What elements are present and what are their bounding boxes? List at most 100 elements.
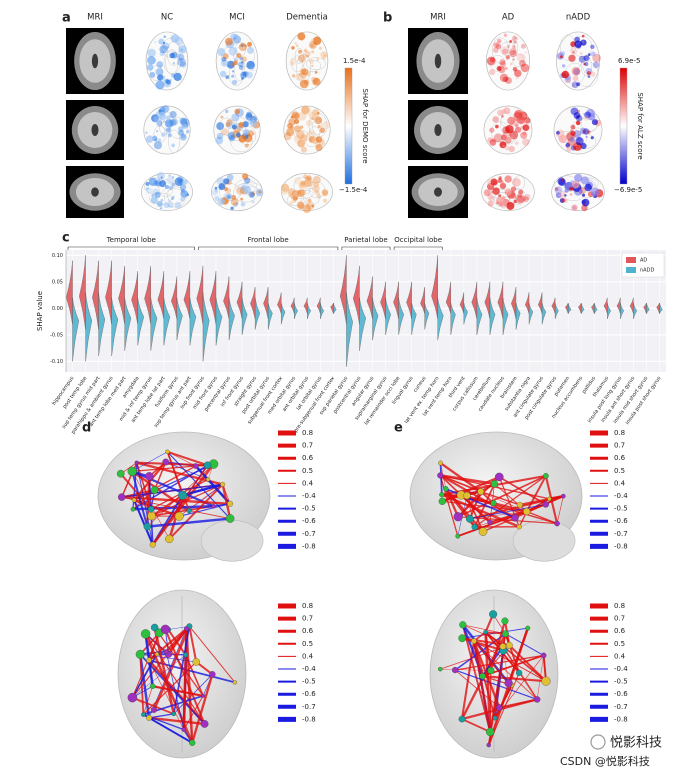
shap-blob (249, 120, 258, 128)
connection (498, 476, 547, 506)
shap-blob (250, 66, 255, 72)
shap-blob (246, 60, 255, 70)
shap-blob (501, 48, 509, 55)
violin-half (616, 297, 621, 314)
shap-blob (499, 61, 507, 68)
violin-half (144, 265, 151, 325)
shap-blob (582, 129, 586, 134)
connection (472, 640, 501, 708)
connection (188, 625, 236, 683)
violin-half (445, 281, 451, 314)
legend-value: 0.7 (302, 615, 313, 623)
shap-blob (233, 60, 238, 66)
node (201, 693, 206, 698)
shap-blob (238, 122, 245, 128)
shap-blob (304, 179, 312, 187)
violin-half (578, 302, 582, 314)
legend-value: 0.4 (302, 652, 314, 660)
shap-blob (557, 177, 566, 186)
shap-blob (512, 35, 517, 40)
violin-half (554, 303, 559, 320)
shap-blob (294, 125, 301, 133)
shap-blob (524, 51, 528, 54)
shap-blob (294, 177, 302, 185)
node (443, 486, 449, 492)
violin-half (250, 287, 256, 319)
shap-blob (145, 187, 153, 195)
connection (145, 633, 206, 725)
shap-blob (519, 195, 523, 199)
legend-value: 0.6 (302, 454, 314, 462)
connection (526, 510, 558, 525)
shap-blob (489, 69, 496, 76)
content: a MRI NC MCI Dementia 1.5e-4 −1.5e-4 SHAP for D… (36, 11, 666, 768)
shap-blob (556, 130, 560, 135)
shap-blob (516, 115, 525, 125)
region-outline (230, 130, 253, 153)
connection (461, 624, 492, 733)
node (502, 630, 509, 638)
connection (505, 633, 544, 656)
shap-blob (590, 187, 600, 197)
shap-blob (224, 37, 233, 46)
node (186, 508, 192, 514)
violin-half (489, 297, 496, 335)
shap-blob (580, 39, 587, 46)
shap-blob (505, 137, 512, 144)
node (438, 460, 443, 466)
shap-blob (225, 109, 229, 114)
shap-blob (214, 189, 218, 193)
shap-blob (581, 34, 585, 38)
connection (485, 631, 504, 648)
violin-half (567, 303, 572, 314)
shap-blob (571, 66, 581, 76)
node (163, 649, 169, 654)
watermark-text: CSDN @悦影科技 (560, 754, 650, 768)
group-bracket (67, 246, 195, 250)
node (200, 720, 209, 728)
shap-blob (169, 52, 175, 59)
shap-blob (511, 177, 521, 187)
shap-blob (310, 38, 315, 43)
shap-blob (496, 65, 502, 71)
shap-blob (216, 132, 224, 140)
shap-blob (299, 204, 304, 210)
shap-blob (243, 186, 252, 194)
shap-blob (167, 199, 171, 203)
column-header: AD (502, 13, 515, 23)
shap-blob (561, 64, 566, 68)
shap-blob (582, 40, 585, 43)
shap-blob (311, 109, 320, 117)
node (458, 715, 466, 723)
legend-value: 0.7 (302, 442, 313, 450)
connection (473, 640, 496, 719)
region-outline (158, 179, 174, 198)
legend-value: 0.4 (614, 652, 626, 660)
colorbar (344, 67, 353, 185)
shap-blob (172, 195, 175, 198)
connection (132, 465, 196, 473)
column-header: nADD (566, 13, 591, 23)
shap-blob (306, 54, 309, 58)
shap-blob (505, 77, 512, 85)
shap-blob (297, 112, 307, 121)
connection (147, 517, 231, 528)
shap-blob (228, 46, 238, 56)
node (543, 473, 549, 479)
shap-blob (505, 67, 508, 70)
shap-blob (242, 173, 249, 180)
node (141, 712, 146, 717)
node (490, 480, 499, 488)
shap-blob (246, 46, 254, 54)
shap-blob (575, 114, 583, 122)
shap-blob (246, 71, 253, 79)
shap-blob (560, 178, 564, 182)
shap-blob (304, 50, 311, 58)
node (205, 477, 211, 482)
violin-half (267, 303, 273, 330)
shap-blob (563, 198, 568, 203)
shap-blob (234, 108, 240, 115)
region-outline (160, 111, 174, 131)
node (189, 739, 196, 746)
shap-blob (576, 82, 581, 87)
